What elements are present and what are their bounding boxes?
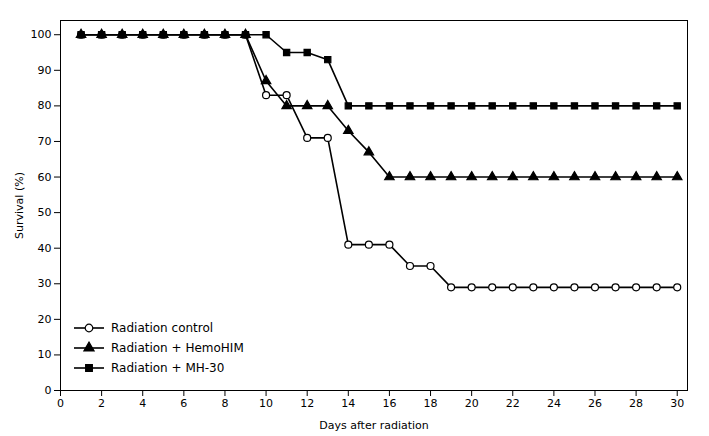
svg-text:16: 16 [382,397,396,410]
svg-text:20: 20 [465,397,479,410]
svg-text:60: 60 [38,171,52,184]
html-text:Radiation + HemoHIM: Radiation + HemoHIM [111,341,244,355]
svg-text:0: 0 [57,397,64,410]
svg-text:6: 6 [180,397,187,410]
svg-text:18: 18 [424,397,438,410]
svg-text:80: 80 [38,99,52,112]
svg-text:26: 26 [588,397,602,410]
svg-text:70: 70 [38,135,52,148]
svg-text:2: 2 [98,397,105,410]
svg-text:100: 100 [31,28,52,41]
svg-text:10: 10 [38,348,52,361]
svg-text:20: 20 [38,313,52,326]
svg-text:Survival (%): Survival (%) [13,172,26,239]
svg-text:40: 40 [38,242,52,255]
svg-text:90: 90 [38,64,52,77]
svg-text:Days after radiation: Days after radiation [319,419,429,432]
svg-text:14: 14 [341,397,355,410]
svg-text:28: 28 [629,397,643,410]
svg-text:50: 50 [38,206,52,219]
svg-text:24: 24 [547,397,561,410]
html-text:Radiation control: Radiation control [111,321,214,335]
svg-text:22: 22 [506,397,520,410]
svg-text:8: 8 [221,397,228,410]
svg-text:10: 10 [259,397,273,410]
svg-text:30: 30 [670,397,684,410]
svg-text:4: 4 [139,397,146,410]
svg-text:0: 0 [45,384,52,397]
html-text:Radiation + MH-30: Radiation + MH-30 [111,361,225,375]
svg-text:30: 30 [38,277,52,290]
svg-text:12: 12 [300,397,314,410]
